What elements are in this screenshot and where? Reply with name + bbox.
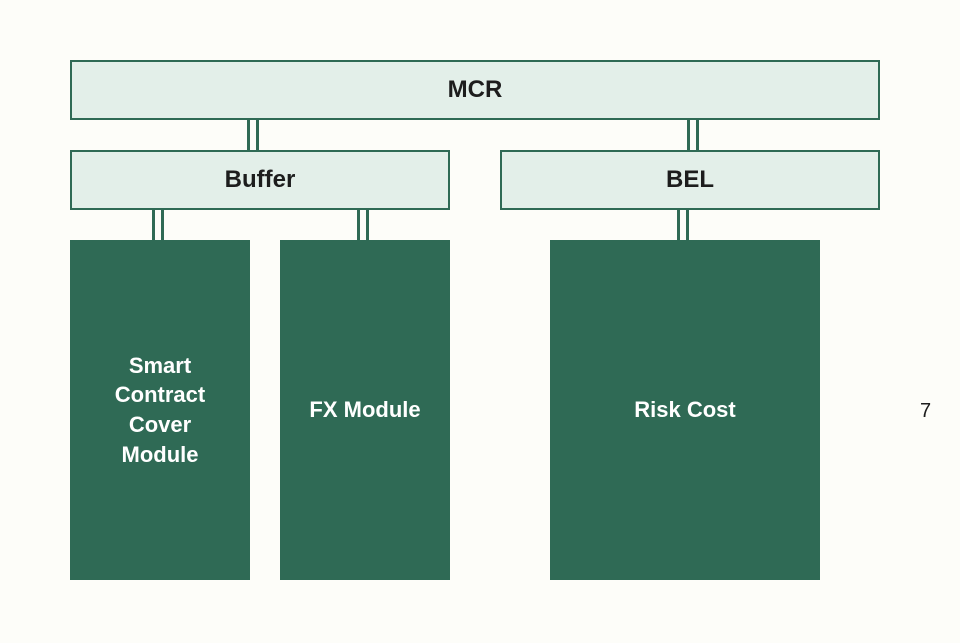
edge-bel-risk-b — [686, 210, 689, 240]
node-mcr: MCR — [70, 60, 880, 120]
edge-buffer-scc-a — [152, 210, 155, 240]
node-mcr-label: MCR — [448, 76, 503, 104]
edge-mcr-bel-a — [687, 120, 690, 150]
node-buffer: Buffer — [70, 150, 450, 210]
page-number: 7 — [920, 400, 931, 423]
edge-buffer-fx-a — [357, 210, 360, 240]
node-risk-label: Risk Cost — [634, 397, 735, 423]
page-number-text: 7 — [920, 400, 931, 422]
edge-bel-risk-a — [677, 210, 680, 240]
node-risk: Risk Cost — [550, 240, 820, 580]
node-fx: FX Module — [280, 240, 450, 580]
edge-buffer-fx-b — [366, 210, 369, 240]
node-bel: BEL — [500, 150, 880, 210]
node-buffer-label: Buffer — [225, 166, 296, 194]
node-bel-label: BEL — [666, 166, 714, 194]
edge-mcr-bel-b — [696, 120, 699, 150]
edge-buffer-scc-b — [161, 210, 164, 240]
edge-mcr-buffer-b — [256, 120, 259, 150]
node-scc: Smart Contract Cover Module — [70, 240, 250, 580]
node-fx-label: FX Module — [309, 397, 420, 423]
edge-mcr-buffer-a — [247, 120, 250, 150]
diagram-canvas: MCR Buffer BEL Smart Contract Cover Modu… — [0, 0, 960, 643]
node-scc-label: Smart Contract Cover Module — [88, 351, 232, 470]
